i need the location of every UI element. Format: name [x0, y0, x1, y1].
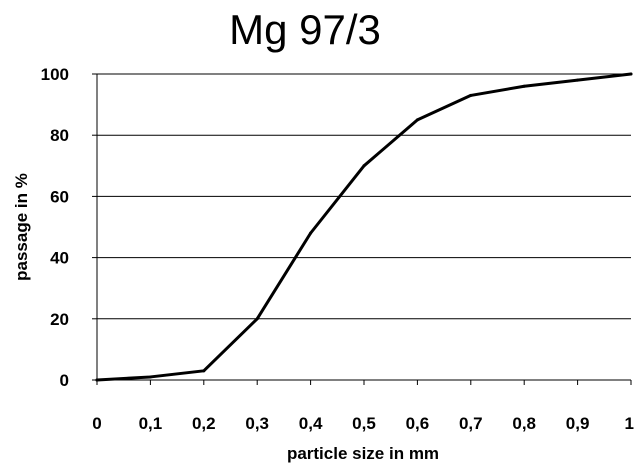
y-tick-label: 40 — [50, 249, 69, 268]
grid-lines — [97, 73, 631, 320]
y-tick-label: 0 — [60, 371, 69, 390]
data-point-4 — [309, 231, 313, 235]
x-tick-label: 0,8 — [512, 414, 536, 433]
data-point-9 — [576, 78, 580, 82]
data-point-8 — [522, 84, 526, 88]
y-tick-label: 60 — [50, 187, 69, 206]
x-axis-ticks: 0 0,1 0,2 0,3 0,4 0,5 0,6 0,7 0,8 0,9 1 — [92, 380, 634, 433]
x-tick-label: 0,4 — [299, 414, 323, 433]
x-tick-label: 0,7 — [459, 414, 483, 433]
x-tick-label: 0,9 — [566, 414, 590, 433]
y-tick-label: 20 — [50, 310, 69, 329]
axes — [96, 74, 631, 381]
y-tick-label: 100 — [41, 65, 69, 84]
data-point-2 — [202, 369, 206, 373]
x-tick-label: 0,2 — [192, 414, 216, 433]
x-tick-label: 0,5 — [352, 414, 376, 433]
x-tick-label: 1 — [625, 414, 634, 433]
data-point-6 — [415, 118, 419, 122]
y-tick-label: 80 — [50, 126, 69, 145]
data-point-1 — [148, 375, 152, 379]
x-tick-label: 0,3 — [245, 414, 269, 433]
y-axis-label: passage in % — [12, 173, 31, 281]
chart-title: Mg 97/3 — [229, 6, 381, 53]
x-tick-label: 0,6 — [406, 414, 430, 433]
series-layer — [95, 72, 633, 382]
data-point-0 — [95, 378, 99, 382]
x-axis-label: particle size in mm — [287, 444, 439, 463]
data-point-5 — [362, 164, 366, 168]
series-line-0 — [95, 72, 633, 382]
x-tick-label: 0 — [92, 414, 101, 433]
y-axis-ticks: 0 20 40 60 80 100 — [41, 65, 97, 390]
x-tick-label: 0,1 — [139, 414, 163, 433]
data-point-10 — [629, 72, 633, 76]
data-point-3 — [255, 317, 259, 321]
data-point-7 — [469, 93, 473, 97]
